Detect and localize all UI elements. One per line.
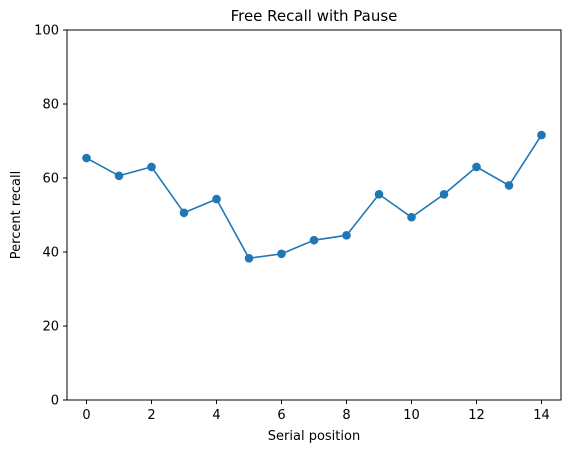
x-tick-label: 14 — [533, 408, 550, 423]
chart-title: Free Recall with Pause — [231, 7, 398, 25]
x-tick-label: 12 — [468, 408, 485, 423]
data-point — [439, 189, 449, 199]
y-tick-label: 100 — [34, 24, 59, 39]
data-point — [277, 249, 286, 259]
y-tick-label: 80 — [42, 98, 59, 113]
data-point — [342, 231, 351, 240]
y-tick-label: 60 — [42, 172, 59, 187]
data-point — [244, 253, 254, 263]
data-point — [504, 181, 514, 190]
data-point — [309, 235, 319, 245]
data-point — [179, 208, 189, 218]
data-point — [407, 212, 416, 222]
x-tick-label: 6 — [277, 408, 285, 423]
data-point — [212, 194, 221, 204]
data-point — [82, 153, 91, 163]
x-tick-label: 8 — [342, 408, 350, 423]
plot-frame — [66, 29, 562, 401]
x-tick-label: 10 — [403, 408, 420, 423]
data-point — [147, 162, 156, 172]
data-point — [472, 162, 481, 172]
x-tick-label: 2 — [147, 408, 155, 423]
y-axis-label: Percent recall — [9, 171, 24, 259]
y-tick-label: 0 — [51, 394, 59, 409]
y-tick-label: 20 — [42, 320, 59, 335]
data-point — [537, 130, 546, 140]
y-tick-label: 40 — [42, 246, 59, 261]
data-point — [374, 189, 384, 199]
x-tick-label: 0 — [82, 408, 90, 423]
x-axis-label: Serial position — [268, 429, 360, 444]
x-tick-label: 4 — [212, 408, 220, 423]
data-point — [114, 171, 124, 181]
